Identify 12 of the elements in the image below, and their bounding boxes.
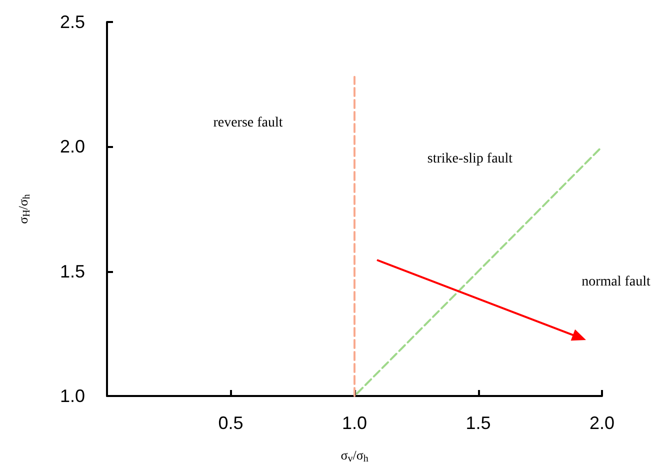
x-tick-label: 1.5 xyxy=(466,413,491,433)
annotation: strike-slip fault xyxy=(427,152,513,166)
y-tick-label: 1.5 xyxy=(60,261,85,282)
x-tick-label: 0.5 xyxy=(218,413,244,433)
y-tick-label: 2.5 xyxy=(60,12,85,32)
y-tick-label: 2.0 xyxy=(60,136,85,157)
x-tick-label: 1.0 xyxy=(342,413,368,433)
x-tick-label: 2.0 xyxy=(589,413,615,433)
annotation: reverse fault xyxy=(213,116,283,130)
y-tick-label: 1.0 xyxy=(60,386,85,406)
annotation: normal fault xyxy=(582,274,651,290)
y-axis-title: σH/σh xyxy=(16,194,32,224)
